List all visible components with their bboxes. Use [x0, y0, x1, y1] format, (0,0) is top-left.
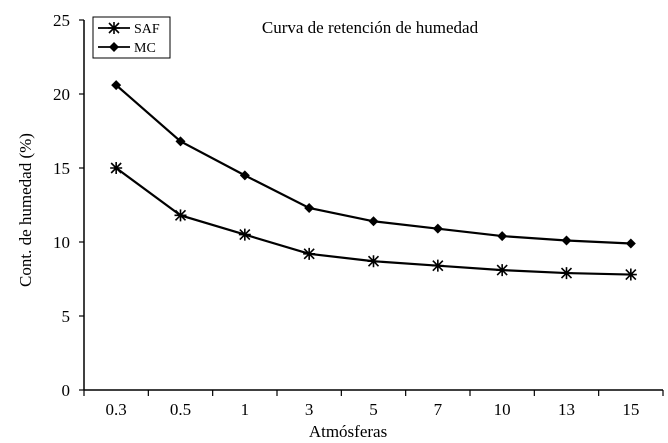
series-mc [111, 80, 636, 249]
x-tick-label: 7 [434, 400, 443, 419]
x-tick-label: 1 [241, 400, 250, 419]
data-point-mc [175, 136, 186, 147]
series-saf [110, 162, 637, 281]
data-point-saf [496, 264, 509, 277]
data-point-saf [367, 255, 380, 268]
legend-label-mc: MC [134, 41, 156, 56]
chart-title: Curva de retención de humedad [262, 18, 479, 37]
x-tick-label: 0.3 [106, 400, 127, 419]
data-point-saf [110, 162, 123, 174]
y-tick-label: 20 [53, 85, 70, 104]
legend-label-saf: SAF [134, 22, 160, 37]
x-tick-label: 3 [305, 400, 314, 419]
data-point-mc [561, 235, 572, 246]
x-tick-label: 0.5 [170, 400, 191, 419]
data-point-saf [624, 268, 637, 281]
data-point-saf [431, 259, 444, 272]
data-point-saf [238, 228, 251, 241]
data-point-saf [174, 209, 187, 222]
x-tick-label: 15 [622, 400, 639, 419]
legend-marker-saf [108, 22, 120, 34]
data-point-mc [111, 80, 122, 91]
x-tick-label: 13 [558, 400, 575, 419]
legend: SAF MC [92, 16, 171, 59]
data-point-mc [625, 238, 636, 249]
data-point-mc [497, 231, 508, 242]
y-tick-label: 5 [62, 307, 71, 326]
x-axis-label: Atmósferas [309, 422, 387, 441]
series-group [110, 80, 637, 281]
y-tick-label: 0 [62, 381, 71, 400]
data-point-saf [560, 267, 573, 280]
legend-box [92, 16, 171, 59]
data-point-mc [239, 170, 250, 181]
data-point-mc [432, 223, 443, 234]
y-tick-label: 15 [53, 159, 70, 178]
y-tick-label: 25 [53, 11, 70, 30]
data-point-mc [368, 216, 379, 227]
y-tick-label: 10 [53, 233, 70, 252]
x-tick-label: 5 [369, 400, 378, 419]
legend-marker-mc [109, 42, 119, 52]
x-tick-label: 10 [494, 400, 511, 419]
y-axis-label: Cont. de humedad (%) [16, 133, 35, 287]
data-point-mc [304, 202, 315, 213]
data-point-saf [303, 247, 316, 260]
